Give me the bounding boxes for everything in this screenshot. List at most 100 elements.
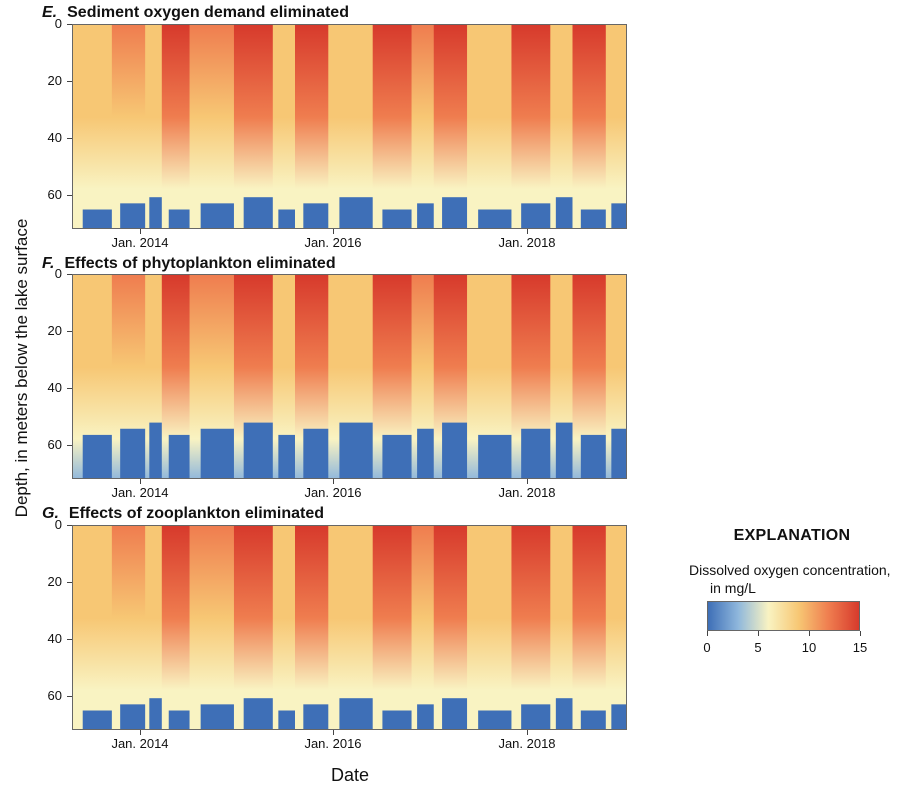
heatmap-column — [411, 526, 435, 729]
x-tick-label: Jan. 2016 — [304, 736, 362, 751]
low-oxygen-band — [149, 422, 162, 478]
low-oxygen-band — [382, 434, 412, 478]
low-oxygen-band — [303, 203, 329, 228]
heatmap-column — [145, 25, 163, 228]
low-oxygen-band — [339, 197, 373, 228]
heatmap-column — [272, 275, 296, 478]
heatmap-column — [233, 25, 274, 228]
low-oxygen-band — [168, 434, 190, 478]
heatmap-column — [572, 526, 607, 729]
colorbar-tick-label: 0 — [703, 640, 711, 655]
x-tick-mark — [527, 229, 528, 234]
panel-title: G. Effects of zooplankton eliminated — [42, 505, 324, 523]
heatmap-column — [161, 526, 191, 729]
low-oxygen-band — [200, 203, 234, 228]
low-oxygen-band — [120, 704, 146, 729]
heatmap-column — [73, 526, 113, 729]
low-oxygen-band — [611, 203, 626, 228]
y-tick-mark — [67, 525, 72, 526]
heatmap-column — [605, 526, 626, 729]
low-oxygen-band — [149, 197, 162, 228]
low-oxygen-band — [120, 203, 146, 228]
heatmap-column — [145, 526, 163, 729]
y-tick-mark — [67, 194, 72, 196]
x-tick-mark — [333, 479, 334, 484]
heatmap-column — [511, 526, 552, 729]
x-tick-label: Jan. 2016 — [304, 235, 362, 250]
low-oxygen-band — [442, 698, 468, 729]
low-oxygen-band — [478, 710, 512, 729]
heatmap-column — [372, 25, 413, 228]
low-oxygen-band — [82, 209, 112, 228]
low-oxygen-band — [382, 209, 412, 228]
low-oxygen-band — [521, 203, 551, 228]
y-tick-mark — [67, 581, 72, 583]
heatmap-column — [433, 25, 469, 228]
low-oxygen-band — [278, 434, 295, 478]
x-tick-mark — [140, 229, 141, 234]
low-oxygen-band — [200, 428, 234, 478]
low-oxygen-band — [580, 710, 606, 729]
x-tick-mark — [527, 730, 528, 735]
colorbar-tick-mark — [860, 631, 861, 636]
y-tick-mark — [67, 24, 72, 25]
panel-title-text: Effects of phytoplankton eliminated — [64, 255, 336, 272]
legend-label-line1: Dissolved oxygen concentration, — [689, 562, 891, 578]
heatmap-column — [572, 25, 607, 228]
colorbar-tick-label: 10 — [801, 640, 817, 655]
x-tick-label: Jan. 2018 — [498, 485, 556, 500]
low-oxygen-band — [442, 197, 468, 228]
panel-title-text: Sediment oxygen demand eliminated — [67, 4, 349, 21]
panel-letter: F. — [42, 255, 55, 272]
heatmap-column — [73, 25, 113, 228]
y-tick-label: 0 — [54, 517, 62, 532]
heatmap-column — [161, 25, 191, 228]
heatmap-column — [295, 25, 330, 228]
colorbar-tick-mark — [707, 631, 708, 636]
heatmap-column — [605, 275, 626, 478]
low-oxygen-band — [521, 704, 551, 729]
low-oxygen-band — [82, 434, 112, 478]
y-tick-label: 40 — [47, 630, 62, 646]
heatmap-column — [467, 526, 513, 729]
low-oxygen-band — [339, 422, 373, 478]
x-tick-label: Jan. 2016 — [304, 485, 362, 500]
x-tick-label: Jan. 2018 — [498, 235, 556, 250]
colorbar-tick-label: 15 — [852, 640, 868, 655]
x-tick-label: Jan. 2014 — [111, 736, 169, 751]
heatmap-column — [511, 25, 552, 228]
low-oxygen-band — [168, 710, 190, 729]
y-tick-mark — [67, 638, 72, 640]
low-oxygen-band — [303, 704, 329, 729]
heatmap-column — [295, 526, 330, 729]
low-oxygen-band — [555, 698, 573, 729]
x-tick-mark — [333, 229, 334, 234]
y-tick-mark — [67, 137, 72, 139]
y-tick-label: 60 — [47, 186, 62, 202]
low-oxygen-band — [278, 710, 295, 729]
low-oxygen-band — [417, 704, 434, 729]
heatmap-column — [411, 25, 435, 228]
low-oxygen-band — [555, 197, 573, 228]
y-tick-mark — [67, 330, 72, 332]
heatmap-column — [433, 526, 469, 729]
heatmap-svg — [73, 25, 626, 228]
y-tick-label: 40 — [47, 379, 62, 395]
low-oxygen-band — [278, 209, 295, 228]
low-oxygen-band — [82, 710, 112, 729]
heatmap-column — [550, 25, 574, 228]
y-tick-label: 20 — [47, 72, 62, 88]
low-oxygen-band — [611, 428, 626, 478]
x-tick-mark — [527, 479, 528, 484]
low-oxygen-band — [580, 209, 606, 228]
colorbar-tick-label: 5 — [754, 640, 762, 655]
y-tick-label: 0 — [54, 16, 62, 31]
y-tick-mark — [67, 695, 72, 697]
heatmap-column — [411, 275, 435, 478]
heatmap-plot — [72, 274, 627, 479]
heatmap-svg — [73, 275, 626, 478]
heatmap-column — [467, 25, 513, 228]
heatmap-column — [233, 526, 274, 729]
y-tick-label: 60 — [47, 687, 62, 703]
low-oxygen-band — [442, 422, 468, 478]
